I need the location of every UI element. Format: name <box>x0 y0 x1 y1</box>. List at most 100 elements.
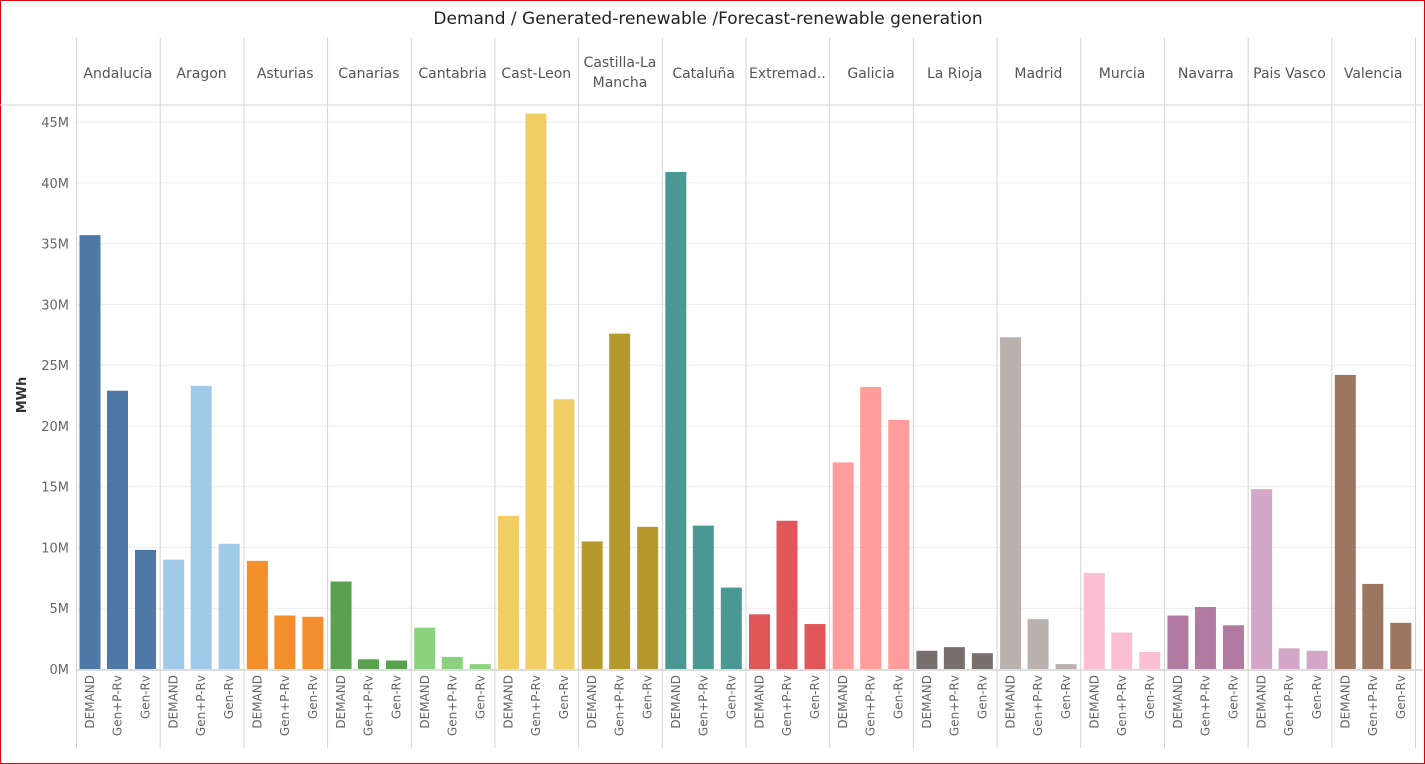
category-label: Gen+P-Rv <box>864 675 878 736</box>
bar <box>246 560 268 669</box>
category-label: Gen+P-Rv <box>1198 675 1212 736</box>
region-header: Asturias <box>257 66 314 82</box>
category-label: Gen+P-Rv <box>529 675 543 736</box>
category-label: Gen-Rv <box>1059 675 1073 719</box>
category-label: DEMAND <box>1338 675 1352 729</box>
bar <box>1111 632 1133 669</box>
category-label: DEMAND <box>669 675 683 729</box>
category-label: Gen+P-Rv <box>1282 675 1296 736</box>
region-panel: Galicia DEMAND Gen+P-Rv Gen-Rv <box>829 38 910 748</box>
region-panel: Castilla-La Mancha DEMAND Gen+P-Rv Gen-Rv <box>578 38 659 748</box>
bar <box>330 581 352 669</box>
bar <box>135 549 156 669</box>
category-label: DEMAND <box>1255 675 1269 729</box>
bar <box>609 333 631 669</box>
category-label: Gen+P-Rv <box>362 675 376 736</box>
bar <box>469 664 491 669</box>
region-panel: Aragon DEMAND Gen+P-Rv Gen-Rv <box>159 38 240 748</box>
category-label: DEMAND <box>418 675 432 729</box>
bar <box>581 541 603 669</box>
category-label: Gen+P-Rv <box>445 675 459 736</box>
bar <box>1083 572 1105 669</box>
category-label: Gen+P-Rv <box>780 675 794 736</box>
bar <box>1139 651 1161 669</box>
bar <box>804 624 826 669</box>
bar <box>218 543 240 669</box>
bar <box>1055 664 1077 669</box>
y-tick-label: 35M <box>41 238 69 253</box>
category-label: DEMAND <box>250 675 264 729</box>
bar <box>553 399 575 669</box>
y-axis-label: MWh <box>15 377 30 414</box>
category-label: Gen+P-Rv <box>947 675 961 736</box>
region-panel: Navarra DEMAND Gen+P-Rv Gen-Rv <box>1163 38 1244 748</box>
bar <box>1000 337 1022 669</box>
region-panel: Cataluña DEMAND Gen+P-Rv Gen-Rv <box>661 38 742 748</box>
y-tick-label: 10M <box>41 541 69 556</box>
bar <box>916 650 938 669</box>
region-panel: Cantabria DEMAND Gen+P-Rv Gen-Rv <box>410 38 491 748</box>
bar <box>749 614 770 669</box>
y-axis: 0M 5M 10M 15M 20M 25M 30M 35M 40M 45M <box>41 116 69 678</box>
bar <box>163 559 185 669</box>
bar <box>497 515 519 669</box>
region-header: Canarias <box>338 66 399 82</box>
region-header: Cantabria <box>418 66 486 82</box>
region-header: Extremad.. <box>749 66 826 82</box>
category-label: Gen-Rv <box>1310 675 1324 719</box>
bar <box>414 627 436 669</box>
category-label: Gen-Rv <box>1394 675 1408 719</box>
bar <box>971 653 993 669</box>
category-label: Gen-Rv <box>139 675 153 719</box>
region-panel: Murcia DEMAND Gen+P-Rv Gen-Rv <box>1080 38 1161 748</box>
region-header: Madrid <box>1014 66 1062 82</box>
bar <box>79 235 101 669</box>
category-label: Gen+P-Rv <box>278 675 292 736</box>
region-panel: Pais Vasco DEMAND Gen+P-Rv Gen-Rv <box>1247 38 1328 748</box>
y-tick-label: 45M <box>41 116 69 131</box>
bar <box>1334 374 1356 669</box>
region-header: Navarra <box>1178 66 1234 82</box>
category-label: Gen+P-Rv <box>194 675 208 736</box>
category-label: DEMAND <box>753 675 767 729</box>
bar <box>386 660 408 669</box>
bar <box>107 390 128 669</box>
bar <box>1027 619 1049 669</box>
region-header: La Rioja <box>927 66 982 82</box>
category-label: Gen-Rv <box>808 675 822 719</box>
region-header: Castilla-La Mancha <box>584 55 657 91</box>
category-label: Gen-Rv <box>222 675 236 719</box>
region-header: Aragon <box>176 66 226 82</box>
category-label: DEMAND <box>1171 675 1185 729</box>
region-header: Cataluña <box>672 66 735 82</box>
bar <box>1251 489 1273 669</box>
bar <box>692 525 714 669</box>
region-header: Valencia <box>1344 66 1403 82</box>
category-label: Gen+P-Rv <box>613 675 627 736</box>
y-tick-label: 30M <box>41 298 69 313</box>
category-label: Gen-Rv <box>892 675 906 719</box>
category-label: Gen-Rv <box>473 675 487 719</box>
category-label: Gen+P-Rv <box>1366 675 1380 736</box>
y-tick-label: 25M <box>41 359 69 374</box>
y-tick-label: 0M <box>50 663 70 678</box>
bar <box>637 526 659 669</box>
bar <box>1278 648 1300 669</box>
category-label: Gen+P-Rv <box>696 675 710 736</box>
bar <box>665 171 687 670</box>
category-label: Gen-Rv <box>1143 675 1157 719</box>
bar <box>1194 607 1216 669</box>
bar <box>860 387 882 669</box>
region-header: Murcia <box>1099 66 1146 82</box>
bar <box>888 419 910 669</box>
category-label: Gen+P-Rv <box>1031 675 1045 736</box>
category-label: Gen-Rv <box>975 675 989 719</box>
y-tick-label: 20M <box>41 420 69 435</box>
category-label: Gen-Rv <box>1226 675 1240 719</box>
category-label: DEMAND <box>1004 675 1018 729</box>
region-panel: Andalucia DEMAND Gen+P-Rv Gen-Rv <box>76 38 156 748</box>
category-label: DEMAND <box>334 675 348 729</box>
chart-title: Demand / Generated-renewable /Forecast-r… <box>433 9 982 29</box>
region-panel: Extremad.. DEMAND Gen+P-Rv Gen-Rv <box>745 38 826 748</box>
